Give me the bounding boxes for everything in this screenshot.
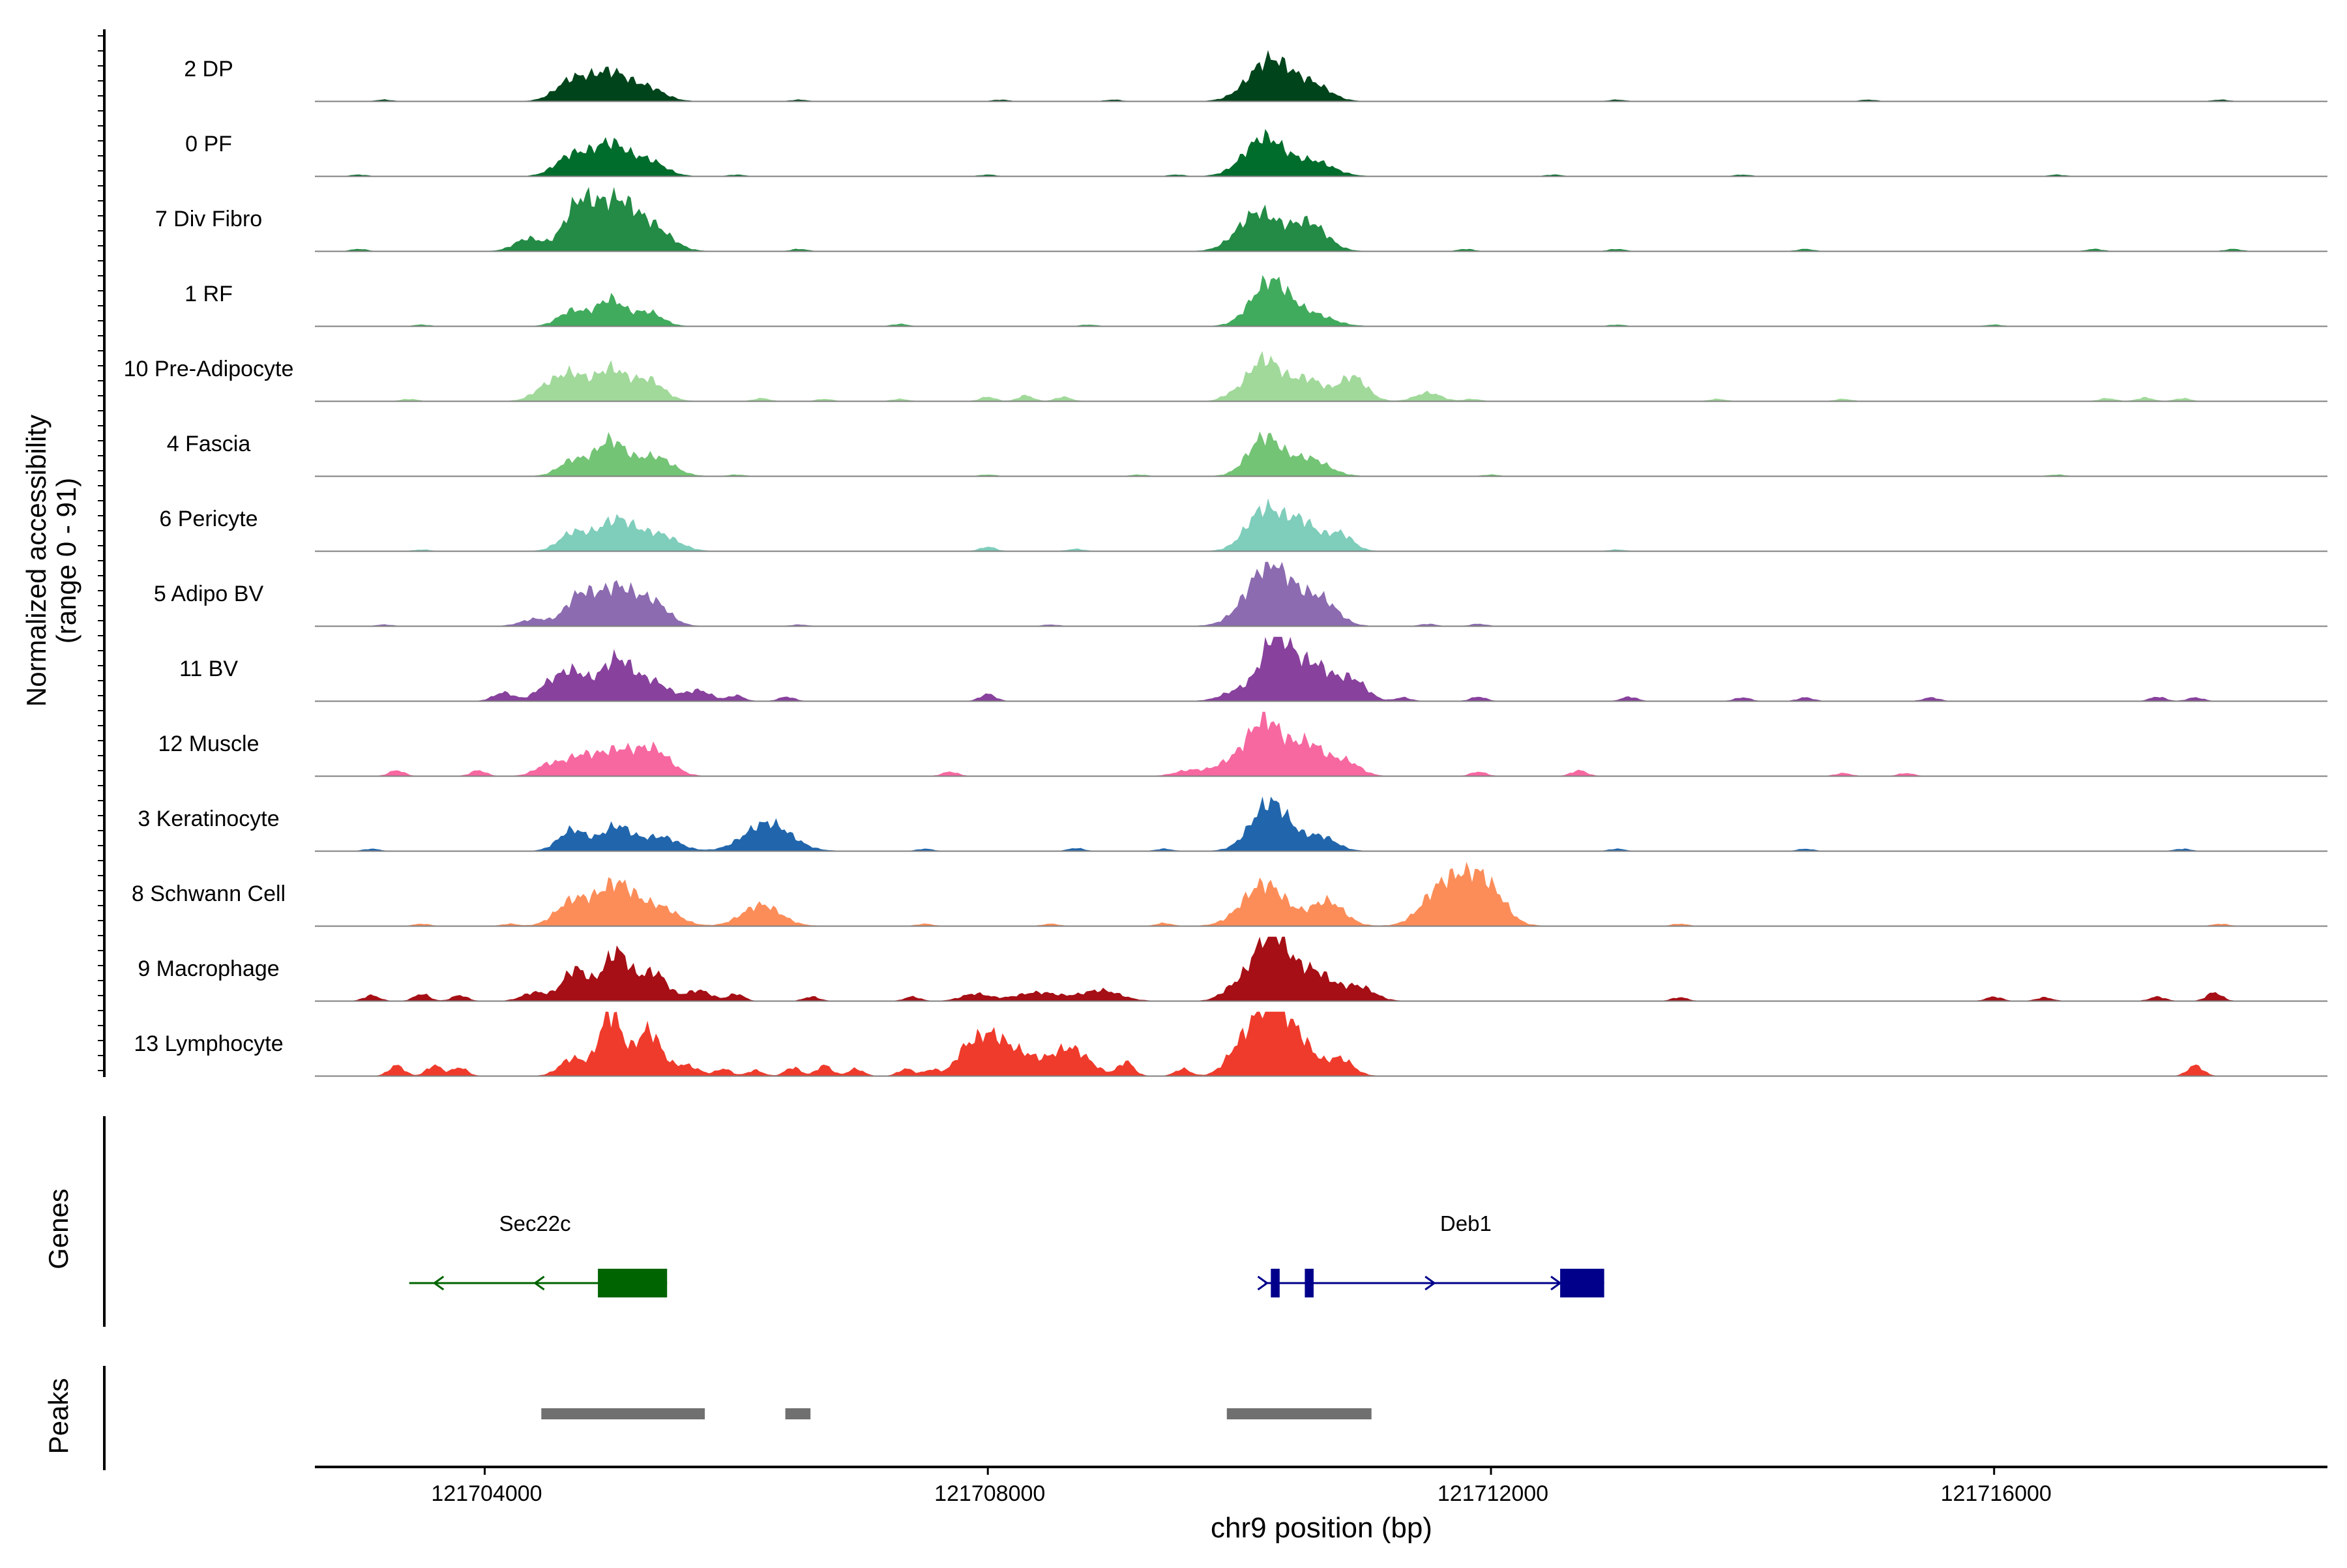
gene-strand-arrow-deb1 [1424, 1275, 1436, 1291]
track-label-11-bv: 11 BV [179, 657, 238, 681]
coverage-area-8-schwann-cell [315, 861, 2327, 926]
x-axis-tick-label: 121712000 [1438, 1481, 1548, 1506]
coverage-area-5-adipo-bv [315, 561, 2327, 626]
gene-strand-arrow-deb1 [1257, 1275, 1269, 1291]
gene-exon-deb1 [1271, 1269, 1280, 1297]
peak-region-bar [1226, 1408, 1372, 1419]
peak-region-bar [785, 1408, 811, 1419]
track-label-4-fascia: 4 Fascia [167, 432, 251, 456]
coverage-area-6-pericyte [315, 498, 2327, 551]
coverage-area-13-lymphocyte [315, 1011, 2327, 1076]
track-label-13-lymphocyte: 13 Lymphocyte [134, 1031, 283, 1056]
peak-region-bar [541, 1408, 705, 1419]
coverage-area-12-muscle [315, 711, 2327, 776]
coverage-area-1-rf [315, 274, 2327, 326]
track-label-6-pericyte: 6 Pericyte [159, 507, 258, 531]
track-label-2-dp: 2 DP [184, 57, 233, 81]
y-axis-label-line2: (range 0 - 91) [51, 478, 81, 643]
gene-exon-deb1 [1305, 1269, 1314, 1297]
coverage-area-0-pf [315, 128, 2327, 176]
accessibility-tracks: 2 DP 0 PF 7 Div Fibro 1 RF 10 Pre-Adipocyte 4… [124, 50, 2327, 1077]
gene-strand-arrow-sec22c [432, 1275, 445, 1291]
coverage-area-11-bv [315, 636, 2327, 701]
track-label-0-pf: 0 PF [185, 132, 232, 156]
coverage-area-10-pre-adipocyte [315, 351, 2327, 401]
peaks-panel-label: Peaks [43, 1378, 74, 1455]
track-label-8-schwann-cell: 8 Schwann Cell [132, 881, 286, 906]
genes-panel: Genes Sec22c Deb1 [43, 1116, 1604, 1327]
track-label-3-keratinocyte: 3 Keratinocyte [138, 806, 279, 831]
coverage-area-9-macrophage [315, 936, 2327, 1001]
gene-strand-arrow-sec22c [533, 1275, 545, 1291]
x-axis-tick-label: 121704000 [431, 1481, 542, 1506]
gene-exon-sec22c [598, 1269, 668, 1297]
gene-strand-arrow-deb1 [1550, 1275, 1562, 1291]
x-axis: chr9 position (bp) 121704000 121708000 121… [315, 1466, 2327, 1544]
gene-label-sec22c: Sec22c [499, 1211, 571, 1235]
coverage-area-7-div-fibro [315, 186, 2327, 251]
y-axis-label-line1: Normalized accessibility [21, 415, 52, 707]
gene-exon-deb1 [1560, 1269, 1604, 1297]
coverage-area-4-fascia [315, 431, 2327, 476]
gene-label-deb1: Deb1 [1440, 1211, 1492, 1235]
track-label-12-muscle: 12 Muscle [158, 732, 259, 756]
y-axis-label: Normalized accessibility (range 0 - 91) [21, 29, 106, 1077]
track-label-5-adipo-bv: 5 Adipo BV [154, 582, 264, 606]
x-axis-tick-label: 121708000 [934, 1481, 1045, 1506]
track-label-9-macrophage: 9 Macrophage [138, 956, 279, 981]
track-label-1-rf: 1 RF [185, 282, 233, 306]
x-axis-tick-label: 121716000 [1941, 1481, 2052, 1506]
x-axis-label: chr9 position (bp) [1211, 1512, 1432, 1544]
coverage-area-3-keratinocyte [315, 796, 2327, 851]
peaks-panel: Peaks [43, 1366, 1372, 1470]
genes-panel-label: Genes [43, 1189, 74, 1269]
track-label-7-div-fibro: 7 Div Fibro [155, 207, 262, 231]
coverage-area-2-dp [315, 50, 2327, 101]
track-label-10-pre-adipocyte: 10 Pre-Adipocyte [124, 357, 294, 381]
